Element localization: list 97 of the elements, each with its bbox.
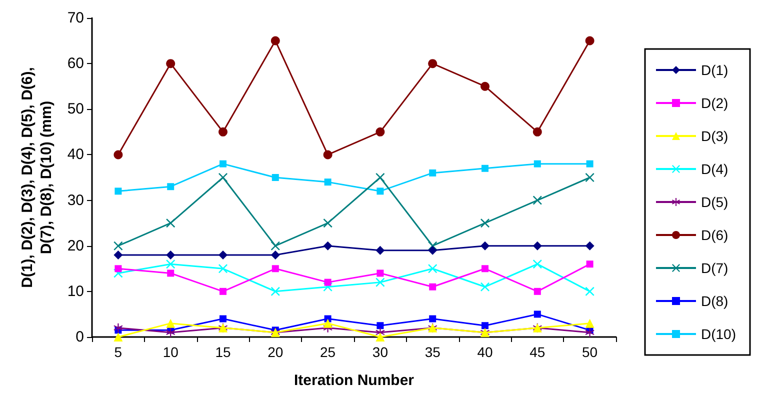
x-tick-label: 40 <box>477 344 493 360</box>
x-tick-label: 50 <box>582 344 598 360</box>
point <box>534 160 541 168</box>
point <box>114 265 122 272</box>
point <box>324 178 332 186</box>
legend-label: D(5) <box>700 194 728 210</box>
point <box>114 188 122 195</box>
point <box>585 173 594 182</box>
point <box>323 318 332 328</box>
point <box>270 36 280 46</box>
y-tick-label: 60 <box>67 55 84 72</box>
point <box>376 173 385 182</box>
point <box>270 286 280 296</box>
legend-label: D(1) <box>700 62 728 78</box>
point <box>272 265 279 272</box>
point <box>166 218 176 228</box>
point <box>586 160 594 168</box>
point <box>532 127 542 136</box>
point <box>114 150 123 160</box>
point <box>270 250 280 260</box>
x-tick-label: 20 <box>268 344 284 360</box>
x-tick-label: 35 <box>424 344 441 360</box>
x-tick-label: 10 <box>162 344 179 360</box>
point <box>323 241 332 250</box>
point <box>482 265 488 272</box>
point <box>482 164 488 172</box>
point <box>585 286 594 296</box>
point <box>218 250 228 260</box>
point <box>532 196 542 205</box>
x-tick-label: 15 <box>215 344 231 360</box>
y-axis-title: D(1), D(2), D(3), D(4), D(5), D(6), D(7), D(8), D(10) (mm) <box>19 67 55 288</box>
point <box>376 246 385 255</box>
point <box>586 260 594 268</box>
point <box>220 160 226 168</box>
point <box>166 260 176 269</box>
point <box>429 283 436 290</box>
point <box>166 328 176 337</box>
y-tick-label: 40 <box>67 146 84 164</box>
point <box>324 278 332 286</box>
x-axis-title: Iteration Number <box>294 372 414 389</box>
point <box>114 323 123 332</box>
point <box>218 127 228 136</box>
legend-label: D(3) <box>700 128 728 144</box>
point <box>167 270 174 277</box>
point <box>323 218 332 228</box>
point <box>220 288 226 295</box>
point <box>428 264 438 274</box>
point <box>114 241 123 250</box>
y-tick-label: 30 <box>67 192 84 209</box>
point <box>218 264 228 274</box>
legend-label: D(4) <box>700 161 728 177</box>
point <box>114 250 123 260</box>
y-tick-label: 70 <box>67 10 84 26</box>
point <box>166 250 176 260</box>
legend-label: D(10) <box>700 326 736 342</box>
point <box>585 241 594 250</box>
point <box>429 169 436 176</box>
point <box>114 332 123 342</box>
point <box>166 59 176 68</box>
point <box>270 241 280 250</box>
point <box>429 315 436 322</box>
point <box>585 318 594 328</box>
point <box>376 127 385 136</box>
legend-label: D(6) <box>700 227 728 243</box>
x-tick-label: 5 <box>114 344 122 360</box>
point <box>376 332 385 342</box>
point <box>272 174 279 181</box>
point <box>428 59 438 68</box>
y-tick-label: 50 <box>67 100 84 118</box>
point <box>482 322 488 330</box>
point <box>376 278 385 287</box>
point <box>166 318 176 328</box>
point <box>480 82 490 91</box>
y-tick-label: 0 <box>76 328 84 346</box>
point <box>532 260 542 269</box>
x-tick-label: 45 <box>530 344 546 360</box>
point <box>534 288 541 295</box>
point <box>376 188 384 195</box>
x-tick-label: 30 <box>372 344 388 360</box>
point <box>323 150 332 160</box>
point <box>220 315 226 322</box>
x-tick-label: 25 <box>320 344 336 360</box>
legend-label: D(2) <box>700 95 728 111</box>
y-tick-label: 20 <box>67 237 84 254</box>
legend-label: D(7) <box>700 260 728 276</box>
point <box>376 270 384 277</box>
point <box>585 328 594 337</box>
point <box>167 183 174 190</box>
y-tick-label: 10 <box>67 282 84 300</box>
point <box>534 310 541 318</box>
point <box>532 241 542 250</box>
point <box>480 241 490 250</box>
legend-label: D(8) <box>700 293 728 309</box>
point <box>376 322 384 330</box>
point <box>480 282 490 292</box>
point <box>428 246 438 255</box>
point <box>585 36 594 46</box>
